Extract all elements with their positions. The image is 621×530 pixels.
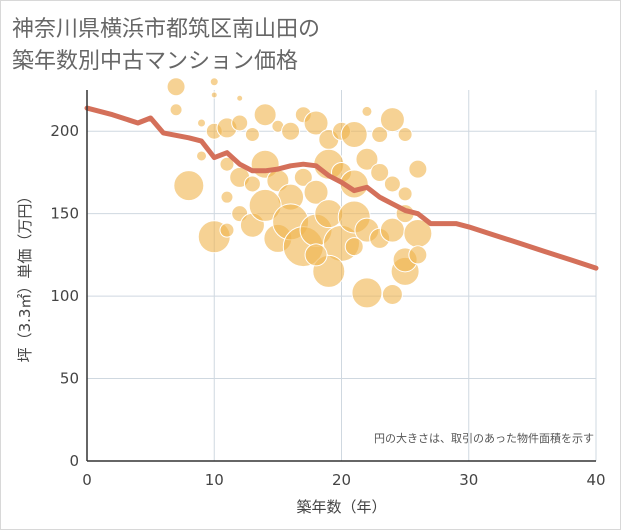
bubble-point xyxy=(408,159,428,179)
bubble-point xyxy=(253,103,277,127)
y-axis-title: 坪（3.3㎡）単価（万円） xyxy=(16,189,34,363)
bubble-point xyxy=(236,94,244,102)
bubble-point xyxy=(219,156,235,172)
bubble-point xyxy=(304,243,328,267)
trend-line xyxy=(84,105,599,271)
bubble-point xyxy=(281,121,301,141)
x-tick-label: 40 xyxy=(586,471,605,489)
x-axis-title: 築年数（年） xyxy=(296,498,386,516)
y-tick-label: 200 xyxy=(50,122,79,140)
bubble-point xyxy=(370,162,390,182)
y-tick-label: 50 xyxy=(60,370,79,388)
title-line-1: 神奈川県横浜市都筑区南山田の xyxy=(12,17,321,42)
bubble-series xyxy=(166,77,433,309)
size-note: 円の大きさは、取引のあった物件面積を示す xyxy=(374,431,594,445)
bubble-point xyxy=(408,245,428,265)
bubble-point xyxy=(243,175,261,193)
bubble-point xyxy=(381,283,403,305)
bubble-point xyxy=(231,114,249,132)
bubble-point xyxy=(340,121,368,149)
title-line-2: 築年数別中古マンション価格 xyxy=(12,49,299,74)
grid-lines xyxy=(87,90,597,461)
bubble-point xyxy=(344,237,364,257)
bubble-point xyxy=(219,222,235,238)
tick-labels: 0 10 20 30 40 0 50 100 150 200 xyxy=(50,122,605,489)
bubble-point xyxy=(355,147,379,171)
bubble-point xyxy=(397,127,413,143)
bubble-point xyxy=(248,188,282,222)
bubble-point xyxy=(303,179,329,205)
bubble-point xyxy=(166,77,186,97)
bubble-point xyxy=(220,190,234,204)
bubble-point xyxy=(210,91,218,99)
bubble-point xyxy=(397,186,413,202)
bubble-point xyxy=(303,110,329,136)
bubble-point xyxy=(209,77,219,87)
chart-title: 神奈川県横浜市都筑区南山田の 築年数別中古マンション価格 xyxy=(12,14,320,78)
y-tick-label: 150 xyxy=(50,205,79,223)
bubble-point xyxy=(361,105,373,117)
bubble-point xyxy=(379,107,405,133)
bubble-point xyxy=(371,126,389,144)
bubble-point xyxy=(196,150,208,162)
x-tick-label: 30 xyxy=(459,471,478,489)
bubble-point xyxy=(244,127,260,143)
bubble-point xyxy=(169,103,183,117)
bubble-point xyxy=(293,167,313,187)
axes xyxy=(86,90,596,462)
bubble-point xyxy=(351,277,383,309)
trend-line-group xyxy=(84,105,599,271)
bubble-point xyxy=(173,170,205,202)
bubble-point xyxy=(383,175,401,193)
bubble-point xyxy=(197,118,207,128)
y-tick-label: 0 xyxy=(69,452,79,470)
x-tick-label: 20 xyxy=(332,471,351,489)
y-tick-label: 100 xyxy=(50,287,79,305)
x-tick-label: 0 xyxy=(82,471,92,489)
x-tick-label: 10 xyxy=(205,471,224,489)
